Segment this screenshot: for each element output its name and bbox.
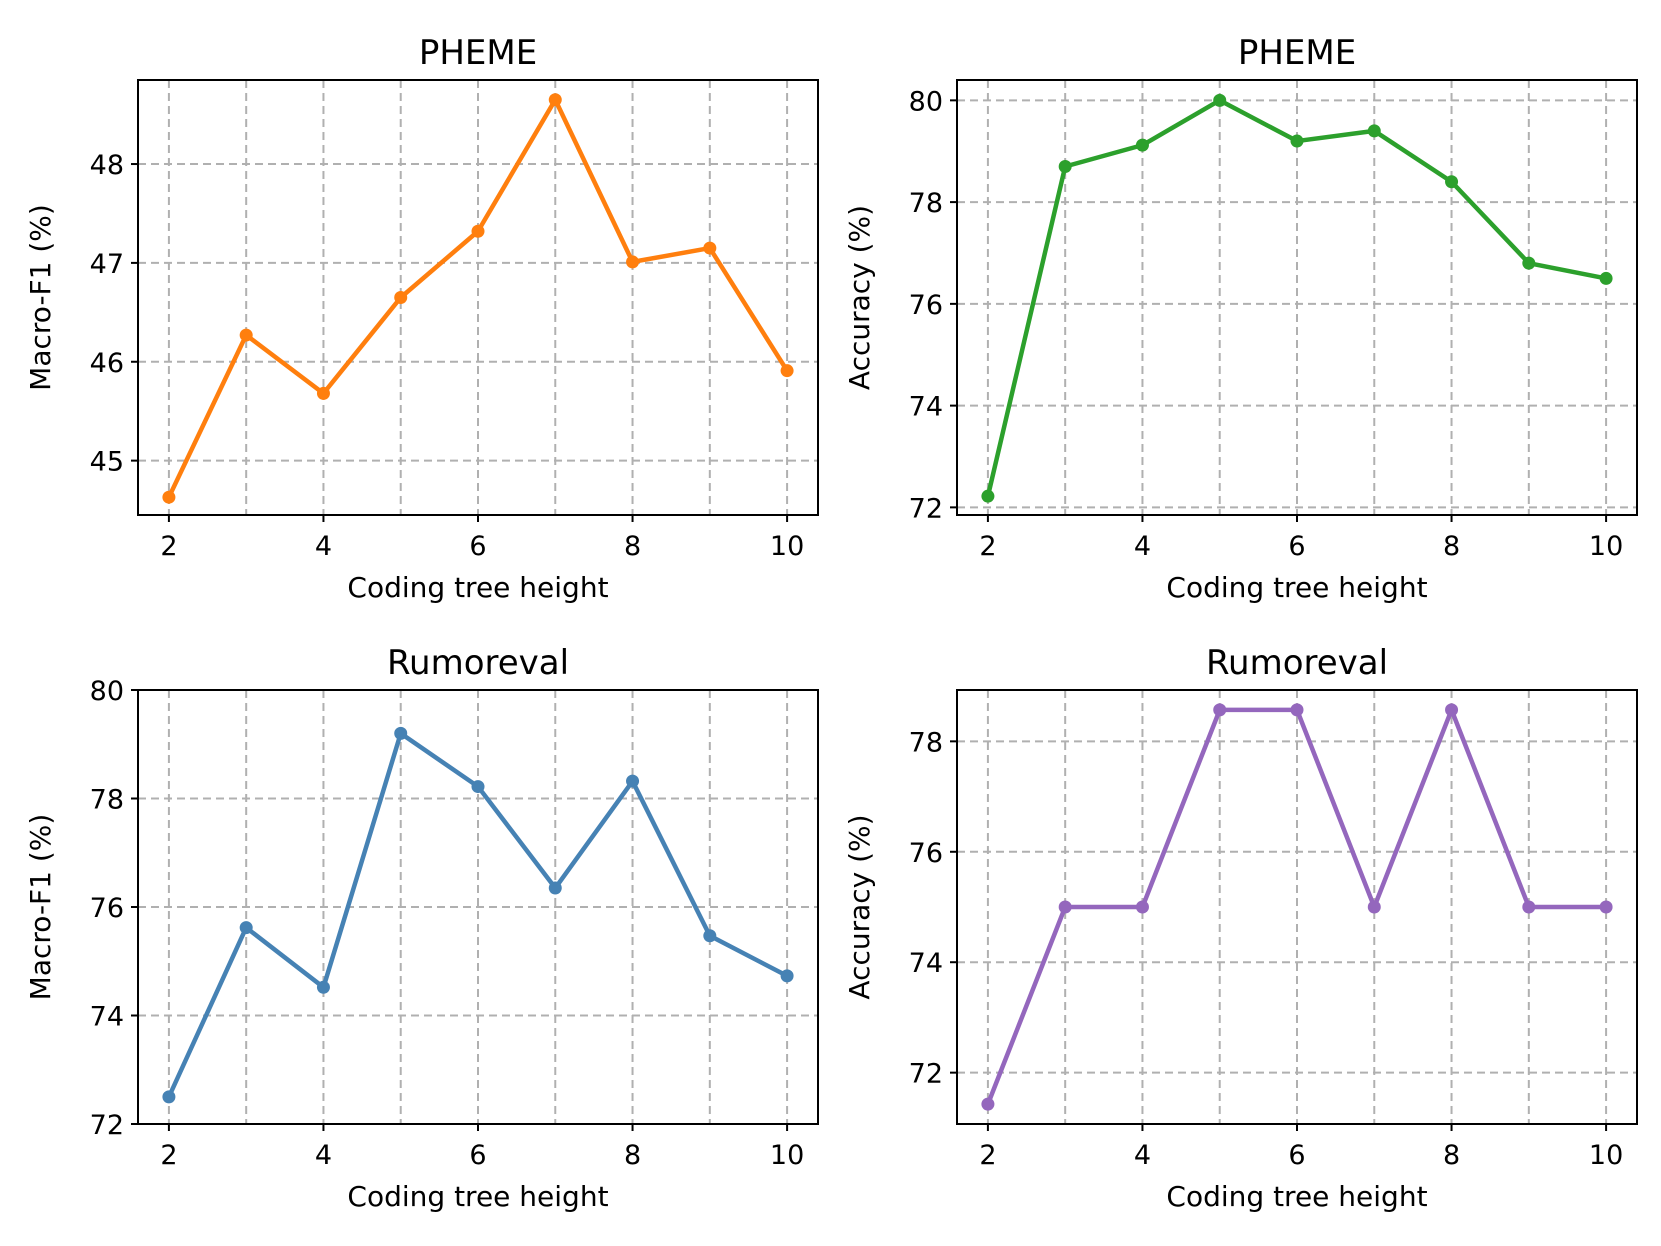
data-point — [1213, 703, 1227, 717]
x-tick-label: 4 — [315, 531, 332, 562]
x-axis-label: Coding tree height — [347, 1180, 608, 1213]
data-point — [471, 780, 485, 794]
data-point — [1522, 900, 1536, 914]
data-point — [626, 255, 640, 269]
data-point — [1290, 134, 1304, 148]
y-axis-label: Macro-F1 (%) — [24, 204, 57, 391]
data-point — [1367, 124, 1381, 138]
data-point — [162, 490, 176, 504]
data-point — [626, 774, 640, 788]
data-point — [1058, 159, 1072, 173]
y-tick-label: 74 — [909, 948, 943, 979]
data-point — [316, 386, 330, 400]
data-point — [1213, 93, 1227, 107]
data-point — [548, 881, 562, 895]
y-tick-label: 78 — [909, 188, 943, 219]
x-axis-label: Coding tree height — [1166, 571, 1427, 604]
x-tick-label: 2 — [979, 531, 996, 562]
x-tick-label: 2 — [160, 1140, 177, 1171]
data-point — [1290, 703, 1304, 717]
data-point — [981, 489, 995, 503]
data-point — [394, 726, 408, 740]
data-point — [548, 93, 562, 107]
data-point — [1445, 703, 1459, 717]
x-axis-label: Coding tree height — [1166, 1180, 1427, 1213]
y-tick-label: 78 — [90, 785, 124, 816]
x-tick-label: 8 — [624, 531, 641, 562]
data-point — [239, 921, 253, 935]
x-tick-label: 8 — [1443, 1140, 1460, 1171]
x-tick-label: 6 — [1288, 1140, 1305, 1171]
y-tick-label: 78 — [909, 727, 943, 758]
y-tick-label: 72 — [909, 1059, 943, 1090]
y-tick-label: 80 — [90, 676, 124, 707]
data-point — [1445, 175, 1459, 189]
data-point — [162, 1090, 176, 1104]
y-tick-label: 76 — [909, 838, 943, 869]
y-tick-label: 45 — [90, 447, 124, 478]
data-point — [239, 328, 253, 342]
chart-title: Rumoreval — [1206, 643, 1388, 683]
x-tick-label: 8 — [1443, 531, 1460, 562]
chart-title: PHEME — [419, 33, 537, 73]
data-point — [1135, 138, 1149, 152]
x-tick-label: 6 — [1288, 531, 1305, 562]
data-point — [1599, 271, 1613, 285]
y-tick-label: 76 — [909, 290, 943, 321]
y-tick-label: 72 — [90, 1110, 124, 1141]
subplot-3: 2 4 6 8 10 72 74 76 78 80 Rumoreval Coding tree hei… — [24, 643, 819, 1213]
x-tick-label: 8 — [624, 1140, 641, 1171]
y-tick-label: 74 — [909, 392, 943, 423]
y-tick-label: 76 — [90, 893, 124, 924]
data-point — [471, 224, 485, 238]
chart-title: PHEME — [1238, 33, 1356, 73]
x-tick-label: 10 — [770, 531, 804, 562]
data-point — [316, 980, 330, 994]
x-axis-label: Coding tree height — [347, 571, 608, 604]
x-tick-label: 6 — [469, 531, 486, 562]
subplot-4: 2 4 6 8 10 72 74 76 78 Rumoreval Coding tree heigh… — [843, 643, 1638, 1213]
x-tick-label: 6 — [469, 1140, 486, 1171]
x-tick-label: 2 — [979, 1140, 996, 1171]
y-tick-label: 80 — [909, 86, 943, 117]
x-tick-label: 10 — [1589, 531, 1623, 562]
x-tick-label: 10 — [770, 1140, 804, 1171]
x-tick-label: 2 — [160, 531, 177, 562]
data-point — [703, 241, 717, 255]
data-point — [1599, 900, 1613, 914]
x-tick-label: 10 — [1589, 1140, 1623, 1171]
data-point — [981, 1097, 995, 1111]
y-axis-label: Accuracy (%) — [843, 205, 876, 390]
x-tick-label: 4 — [1134, 1140, 1151, 1171]
x-tick-label: 4 — [315, 1140, 332, 1171]
y-tick-label: 48 — [90, 150, 124, 181]
y-tick-label: 72 — [909, 493, 943, 524]
y-axis-label: Accuracy (%) — [843, 814, 876, 999]
y-tick-label: 46 — [90, 348, 124, 379]
chart-title: Rumoreval — [387, 643, 569, 683]
y-tick-label: 74 — [90, 1002, 124, 1033]
data-point — [1522, 256, 1536, 270]
data-point — [1058, 900, 1072, 914]
subplot-2: 2 4 6 8 10 72 74 76 78 80 PHEME Coding tree height A… — [843, 33, 1638, 604]
y-tick-label: 47 — [90, 249, 124, 280]
data-point — [394, 291, 408, 304]
y-axis-label: Macro-F1 (%) — [24, 814, 57, 1001]
x-tick-label: 4 — [1134, 531, 1151, 562]
data-point — [780, 969, 794, 983]
data-point — [780, 364, 794, 378]
data-point — [703, 929, 717, 943]
data-point — [1135, 900, 1149, 914]
data-point — [1367, 900, 1381, 914]
